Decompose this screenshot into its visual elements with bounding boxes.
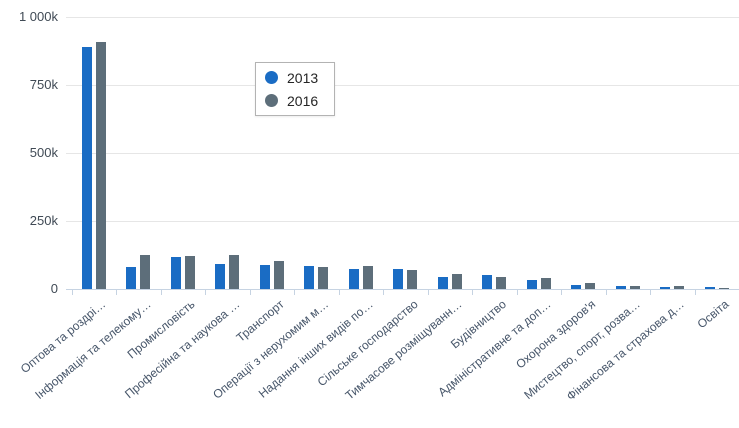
y-tick-label-250k: 250k	[29, 213, 58, 228]
bar-2013-2[interactable]	[170, 257, 181, 289]
bar-2013-0[interactable]	[81, 46, 92, 289]
legend-label-2013: 2013	[287, 69, 319, 86]
bar-2013-9[interactable]	[482, 274, 493, 289]
bar-2013-1[interactable]	[126, 267, 137, 289]
axis-tick	[116, 290, 117, 295]
bar-2016-4[interactable]	[273, 260, 284, 289]
axis-tick	[605, 290, 607, 295]
bar-2013-6[interactable]	[348, 268, 359, 289]
bar-2013-7[interactable]	[393, 269, 404, 289]
bar-2016-0[interactable]	[95, 41, 106, 289]
y-tick-label-0: 0	[50, 281, 58, 296]
y-tick-label-750k: 750k	[29, 77, 58, 92]
legend-item-2013[interactable]: 2013	[265, 70, 334, 86]
axis-tick	[516, 290, 518, 295]
y-tick-label-1000k: 1 000k	[18, 9, 58, 24]
x-tick-label-14: Освіта	[694, 297, 732, 332]
bar-2013-13[interactable]	[660, 287, 671, 289]
bar-2016-14[interactable]	[718, 287, 729, 289]
bar-2016-12[interactable]	[629, 286, 640, 289]
bar-2016-6[interactable]	[362, 265, 373, 289]
axis-tick	[694, 290, 696, 295]
bar-2016-7[interactable]	[407, 270, 418, 289]
bar-2013-10[interactable]	[526, 280, 537, 289]
bar-2016-1[interactable]	[140, 254, 151, 289]
bar-2013-8[interactable]	[437, 277, 448, 289]
axis-tick	[650, 290, 651, 295]
bar-2013-12[interactable]	[615, 285, 626, 289]
bar-2016-11[interactable]	[585, 283, 596, 289]
gridline-0	[66, 289, 739, 290]
bar-2016-9[interactable]	[496, 277, 507, 289]
axis-tick	[338, 290, 340, 295]
legend-label-2016: 2016	[287, 92, 319, 109]
bar-2016-3[interactable]	[229, 255, 240, 289]
axis-tick	[383, 290, 384, 295]
axis-tick	[294, 290, 295, 295]
gridline-500k	[66, 153, 739, 154]
gridline-250k	[66, 221, 739, 222]
axis-tick	[561, 290, 562, 295]
axis-tick	[249, 290, 251, 295]
y-tick-label-500k: 500k	[29, 145, 58, 160]
bar-2016-10[interactable]	[540, 277, 551, 289]
axis-tick	[472, 290, 473, 295]
gridline-1000k	[66, 17, 739, 18]
axis-tick	[71, 290, 73, 295]
bar-2013-5[interactable]	[304, 265, 315, 289]
gridline-750k	[66, 85, 739, 86]
axis-tick	[160, 290, 162, 295]
legend-swatch-2013-icon	[265, 71, 278, 84]
bar-2013-14[interactable]	[704, 286, 715, 289]
bar-2016-8[interactable]	[451, 273, 462, 289]
axis-tick	[205, 290, 206, 295]
bar-2013-3[interactable]	[215, 264, 226, 289]
bar-2013-4[interactable]	[259, 265, 270, 289]
bar-2016-2[interactable]	[184, 255, 195, 289]
x-tick-label-11: Охорона здоров'я	[513, 297, 599, 372]
legend: 2013 2016	[255, 62, 335, 116]
axis-tick	[427, 290, 429, 295]
legend-swatch-2016-icon	[265, 94, 278, 107]
legend-item-2016[interactable]: 2016	[265, 93, 334, 109]
bar-2013-11[interactable]	[571, 284, 582, 289]
bar-2016-5[interactable]	[318, 266, 329, 289]
bar-2016-13[interactable]	[674, 286, 685, 289]
